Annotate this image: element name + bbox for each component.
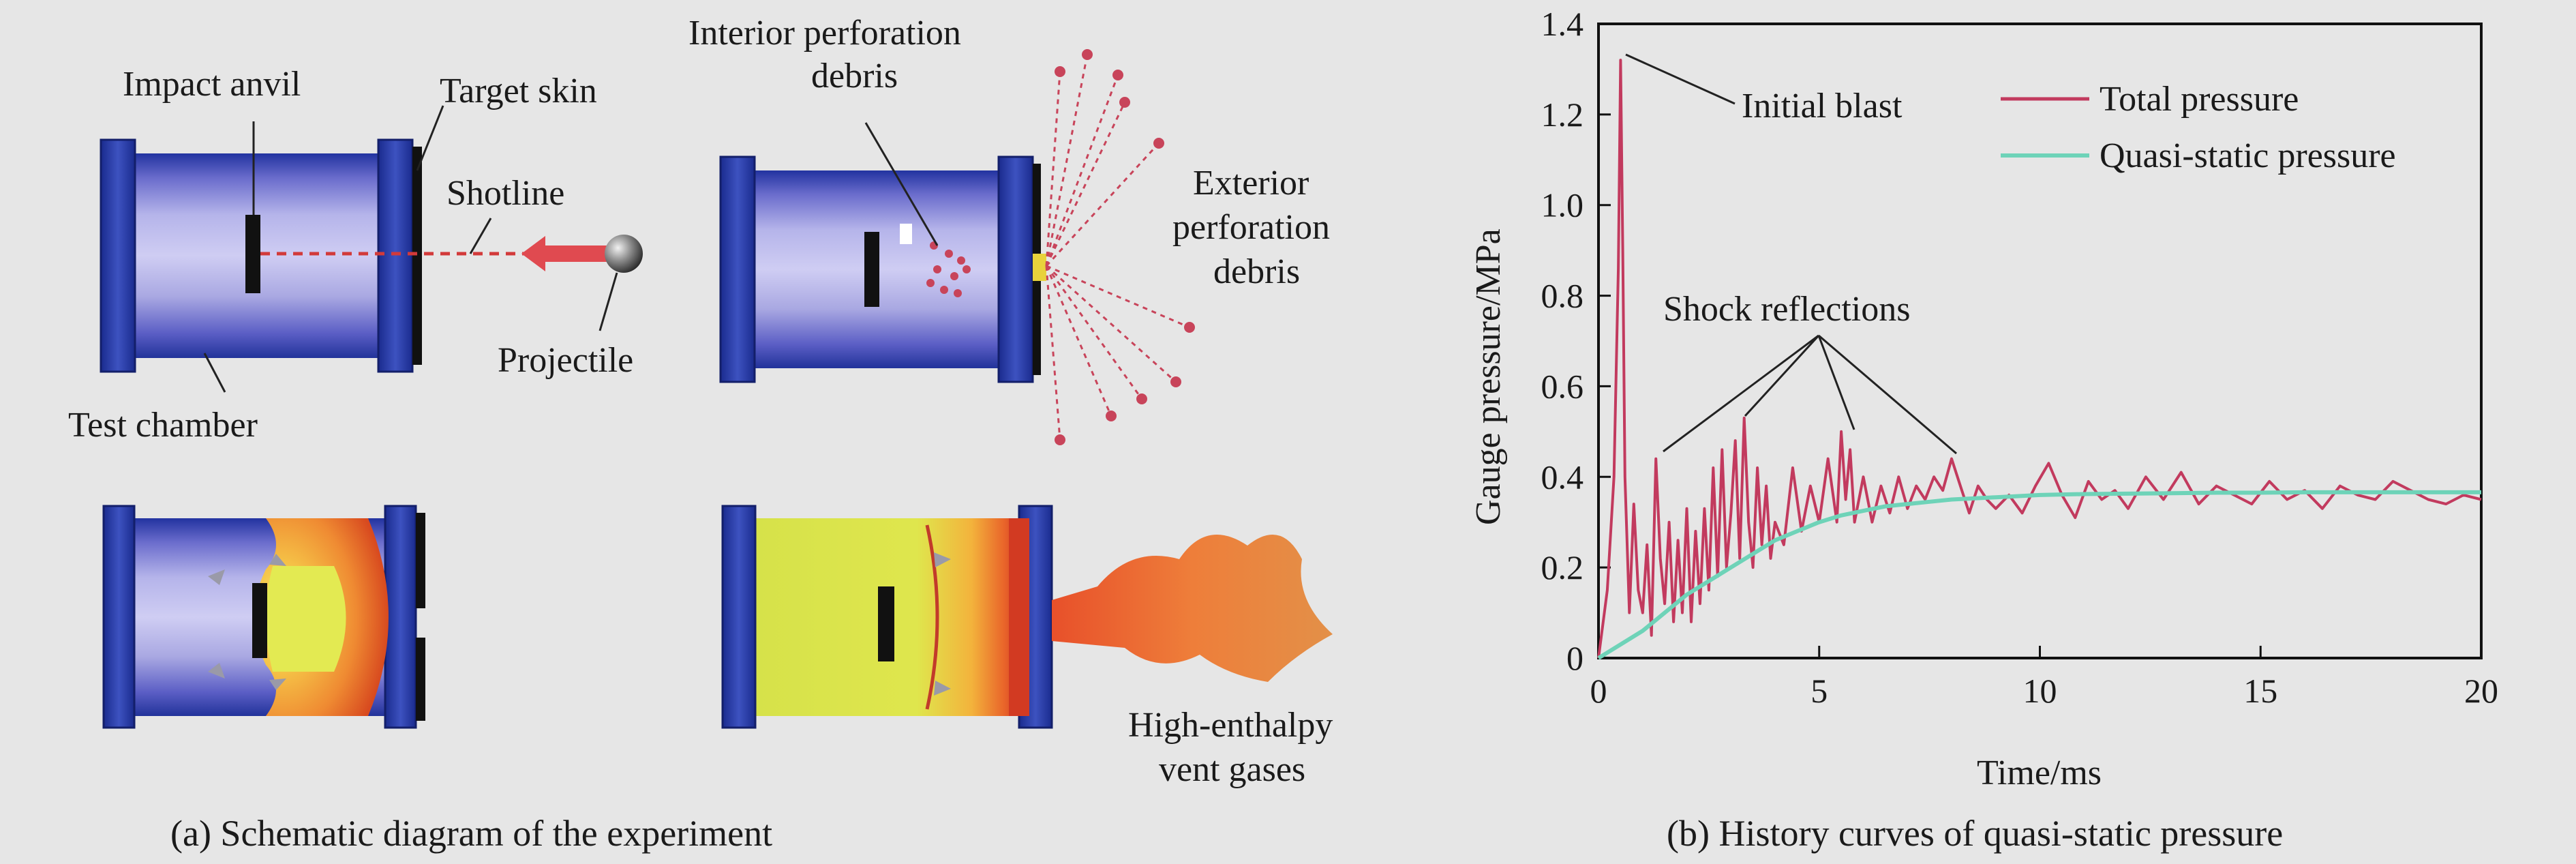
x-tick-label: 10: [2023, 672, 2057, 710]
chamber-perforation: [719, 49, 1195, 445]
chamber-right-flange: [384, 505, 417, 729]
annotation-initial-blast: Initial blast: [1742, 87, 1903, 125]
interior-debris-cluster: [926, 241, 971, 297]
x-tick-label: 15: [2243, 672, 2277, 710]
caption-schematic: (a) Schematic diagram of the experiment: [170, 813, 772, 854]
label-shotline: Shotline: [446, 174, 564, 213]
legend-label-quasi-static: Quasi-static pressure: [2100, 136, 2396, 175]
label-test-chamber: Test chamber: [68, 406, 258, 445]
legend-label-total-pressure: Total pressure: [2100, 80, 2299, 119]
chamber-left-flange: [719, 155, 756, 383]
label-impact-anvil: Impact anvil: [123, 65, 301, 104]
shock-front: [925, 524, 939, 710]
impact-anvil: [252, 583, 267, 658]
x-tick-label: 0: [1590, 672, 1607, 710]
axis-ticks: 0 5 10 15 20 0 0.2 0.4 0.6 0.8 1.0 1.2 1.4: [1541, 5, 2499, 710]
x-tick-label: 20: [2464, 672, 2498, 710]
caption-chart: (b) History curves of quasi-static press…: [1667, 813, 2283, 854]
label-vent-gases-line2: vent gases: [1159, 750, 1305, 789]
chamber-left-flange: [100, 138, 136, 373]
legend: Total pressure Quasi-static pressure: [2001, 80, 2396, 175]
projectile: [605, 235, 643, 273]
impact-anvil: [878, 586, 894, 661]
target-skin-upper: [416, 513, 425, 608]
target-skin: [412, 147, 422, 365]
y-tick-label: 1.0: [1541, 186, 1584, 224]
exterior-debris-particles: [1055, 49, 1195, 445]
schematic-panel: Impact anvil Target skin Shotline Projec…: [68, 14, 1333, 854]
y-tick-label: 0: [1566, 639, 1584, 677]
label-exterior-debris-line1: Exterior: [1193, 164, 1309, 203]
chamber-right-flange: [377, 138, 414, 373]
leader-interior-debris: [864, 122, 939, 246]
y-axis-label: Gauge pressure/MPa: [1469, 228, 1508, 525]
vent-face: [1009, 518, 1029, 716]
x-tick-label: 5: [1810, 672, 1828, 710]
leader-shotline: [469, 218, 492, 254]
label-exterior-debris-line2: perforation: [1172, 208, 1330, 247]
y-tick-label: 0.4: [1541, 458, 1584, 496]
perforation-hole: [1033, 254, 1046, 281]
projectile-arrow: [521, 236, 613, 271]
label-interior-debris-line1: Interior perforation: [688, 14, 961, 53]
leader-target-skin: [416, 105, 444, 171]
plot-frame: [1597, 23, 2483, 659]
chamber-left-flange: [102, 505, 136, 729]
label-exterior-debris-line3: debris: [1213, 252, 1300, 291]
pressure-arrows: [208, 554, 286, 690]
x-axis-label: Time/ms: [1977, 754, 2102, 792]
label-interior-debris-line2: debris: [811, 57, 898, 95]
y-tick-label: 1.4: [1541, 5, 1584, 43]
leader-shock-reflections: [1663, 334, 1957, 455]
pressure-arrows: [934, 552, 951, 696]
chamber-pre-impact: [100, 138, 643, 373]
chamber-right-flange: [997, 155, 1034, 383]
debris-fragment: [900, 224, 912, 244]
label-target-skin: Target skin: [440, 72, 597, 110]
y-tick-label: 0.6: [1541, 367, 1584, 405]
chamber-left-flange: [721, 505, 757, 729]
annotation-shock-reflections: Shock reflections: [1663, 290, 1910, 329]
pressure-history-chart: 0 5 10 15 20 0 0.2 0.4 0.6 0.8 1.0 1.2 1.4 Total pre…: [1469, 5, 2498, 854]
series-quasi-static-pressure: [1597, 490, 2481, 660]
label-projectile: Projectile: [498, 341, 633, 380]
chamber-fireball: [102, 505, 425, 729]
y-tick-label: 0.2: [1541, 548, 1584, 586]
vent-plume: [1052, 535, 1333, 682]
chamber-venting: [721, 505, 1333, 729]
exterior-debris-rays: [1045, 54, 1190, 441]
label-vent-gases-line1: High-enthalpy: [1128, 706, 1333, 745]
leader-test-chamber: [203, 353, 226, 393]
leader-projectile: [598, 272, 618, 331]
target-skin-lower: [416, 638, 425, 721]
series-total-pressure: [1597, 59, 2482, 659]
impact-anvil: [245, 215, 260, 293]
y-tick-label: 1.2: [1541, 95, 1584, 134]
y-tick-label: 0.8: [1541, 277, 1584, 315]
impact-anvil: [864, 232, 879, 307]
fireball-core: [266, 566, 346, 672]
leader-initial-blast: [1625, 53, 1736, 105]
